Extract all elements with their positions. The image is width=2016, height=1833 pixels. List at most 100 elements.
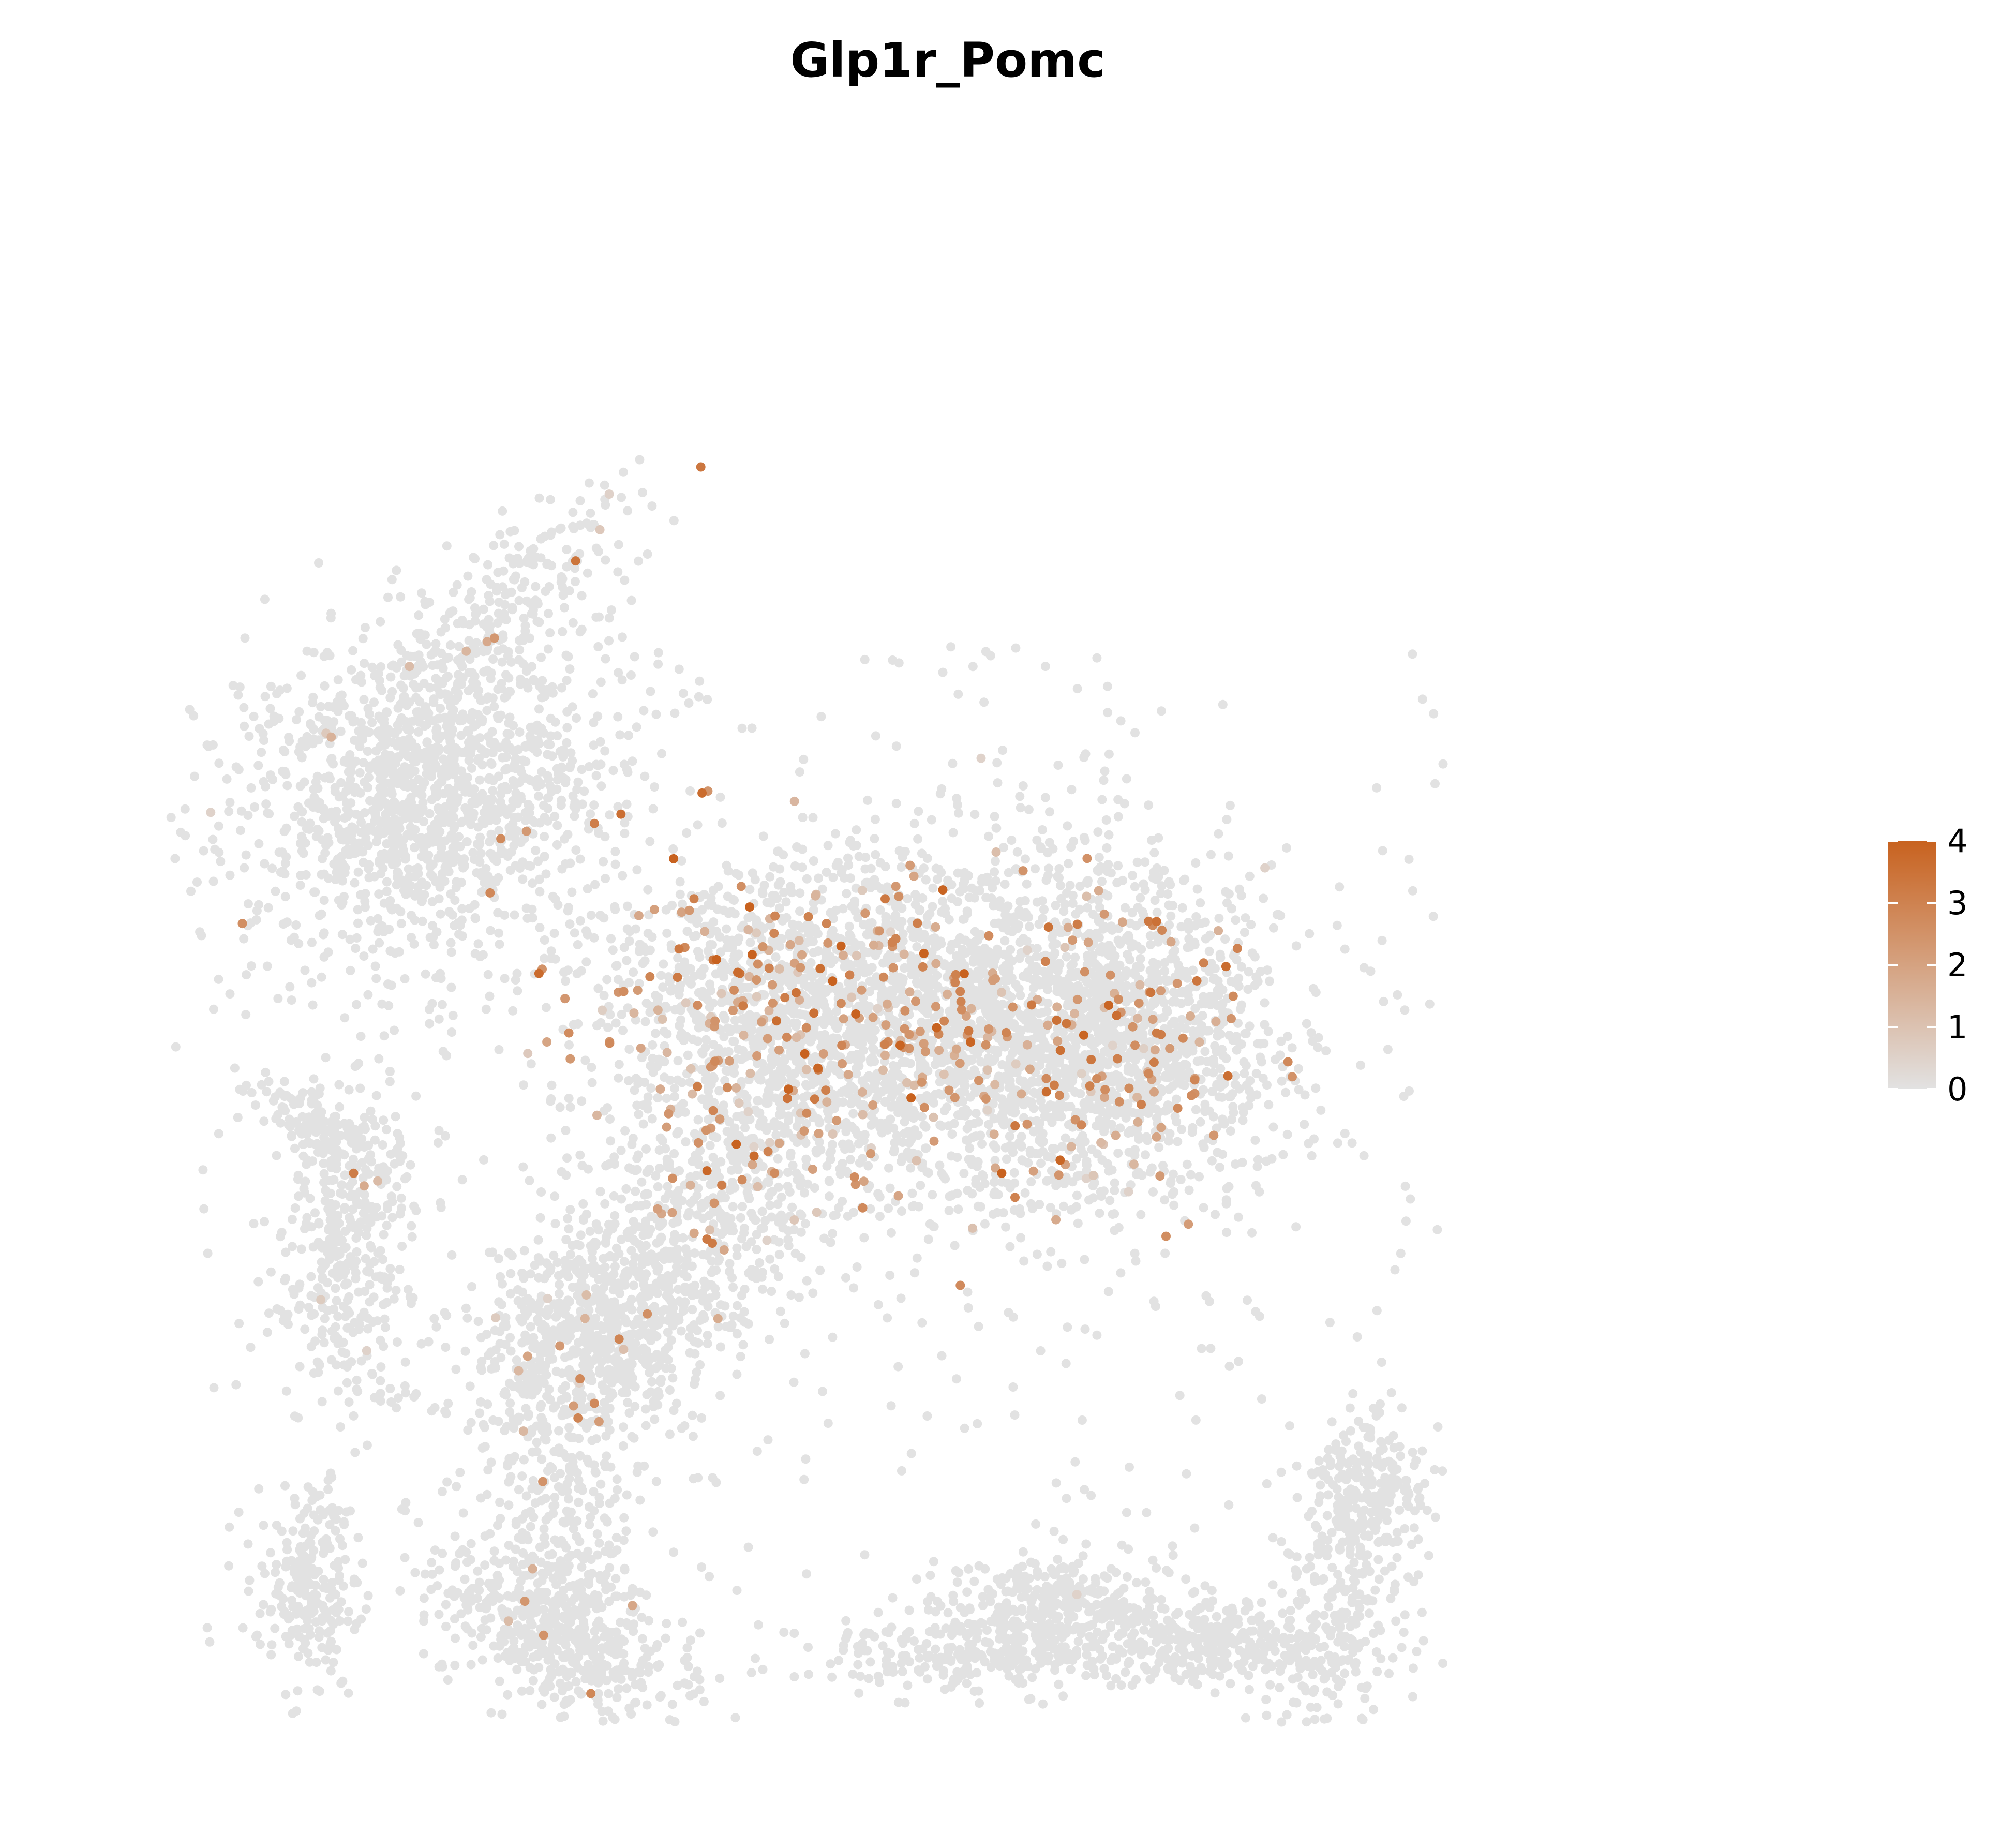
cell-point	[600, 1262, 610, 1272]
cell-point	[303, 1503, 312, 1513]
cell-point	[559, 1700, 569, 1709]
cell-point	[502, 764, 512, 773]
cell-point	[410, 1568, 420, 1577]
cell-point	[543, 1561, 552, 1571]
cell-point	[477, 1655, 487, 1665]
cell-point	[786, 1290, 796, 1300]
cell-point	[458, 619, 468, 629]
cell-point	[395, 1586, 405, 1596]
cell-point	[604, 1540, 614, 1550]
cell-point	[528, 1608, 538, 1618]
cell-point	[479, 1420, 488, 1429]
cell-point	[640, 1017, 650, 1026]
cell-point	[657, 749, 666, 758]
cell-point	[426, 1585, 436, 1594]
cell-point	[531, 1386, 541, 1396]
cell-point	[327, 1175, 337, 1185]
cell-point	[638, 1292, 648, 1302]
cell-point	[533, 1235, 543, 1245]
cell-point	[535, 887, 545, 897]
cell-point	[558, 574, 568, 584]
cell-point	[652, 1350, 662, 1359]
cell-point	[613, 1485, 622, 1495]
cell-point	[760, 1216, 770, 1226]
cell-point	[558, 1585, 568, 1595]
cell-point	[509, 1643, 519, 1652]
cell-point	[467, 763, 476, 773]
cell-point	[494, 608, 503, 618]
cell-point	[425, 751, 435, 761]
cell-point	[653, 1182, 663, 1191]
cell-point	[171, 1042, 181, 1052]
cell-point	[594, 612, 604, 622]
cell-point	[825, 1176, 834, 1186]
cell-point	[559, 1268, 569, 1278]
cell-point	[411, 1205, 421, 1215]
cell-point	[319, 1169, 329, 1179]
cell-point	[651, 709, 661, 719]
cell-point	[395, 717, 405, 726]
cell-point	[473, 939, 483, 949]
cell-point	[280, 1106, 290, 1115]
cell-point	[519, 1246, 529, 1256]
cell-point	[608, 766, 618, 776]
cell-point	[634, 947, 644, 956]
cell-point	[458, 673, 468, 682]
cell-point	[305, 1194, 315, 1203]
cell-point	[572, 785, 582, 794]
cell-point	[544, 1550, 554, 1560]
cell-point	[430, 760, 440, 770]
cell-point	[392, 565, 401, 575]
cell-point	[684, 698, 694, 708]
cell-point	[731, 1158, 741, 1168]
cell-point	[512, 1355, 521, 1365]
cell-point	[358, 634, 368, 644]
cell-point	[715, 1391, 725, 1400]
cell-point	[307, 1099, 317, 1109]
cell-point	[562, 738, 572, 748]
cell-point	[565, 664, 575, 674]
cell-point	[356, 734, 366, 744]
cell-point	[533, 1302, 543, 1312]
cell-point	[564, 1224, 574, 1234]
cell-point	[427, 771, 436, 781]
cell-point	[600, 1199, 610, 1209]
cell-point	[450, 1591, 459, 1601]
cell-point	[508, 1006, 518, 1016]
cell-point	[489, 1641, 499, 1651]
cell-point	[445, 640, 455, 650]
cell-point	[1093, 827, 1103, 837]
cell-point	[684, 1208, 694, 1217]
cell-point	[365, 709, 375, 719]
cell-point	[573, 940, 583, 949]
cell-point	[568, 618, 578, 628]
cell-point	[377, 685, 387, 695]
cell-point	[385, 751, 395, 761]
cell-point	[648, 1040, 658, 1050]
cell-point	[436, 1202, 446, 1212]
cell-point	[566, 1249, 575, 1259]
cell-point	[652, 1640, 662, 1649]
cell-point	[310, 1116, 320, 1126]
cell-point	[468, 639, 478, 649]
cell-point	[624, 731, 633, 740]
cell-point	[364, 873, 374, 883]
cell-point	[311, 1590, 321, 1600]
cell-point	[518, 1388, 528, 1398]
cell-point	[460, 1346, 470, 1356]
cell-point	[333, 824, 343, 833]
cell-point	[432, 786, 442, 796]
cell-point	[732, 1369, 742, 1379]
cell-point	[542, 1258, 551, 1268]
cell-point	[765, 1334, 774, 1344]
cell-point	[429, 648, 439, 658]
cell-point	[376, 1335, 385, 1345]
cell-point	[495, 530, 505, 540]
cell-point	[595, 1574, 605, 1584]
cell-point	[309, 887, 319, 897]
cell-point	[577, 799, 587, 809]
cell-point	[382, 886, 392, 896]
cell-point	[440, 1308, 450, 1318]
cell-point	[311, 832, 321, 841]
cell-point	[695, 952, 705, 962]
